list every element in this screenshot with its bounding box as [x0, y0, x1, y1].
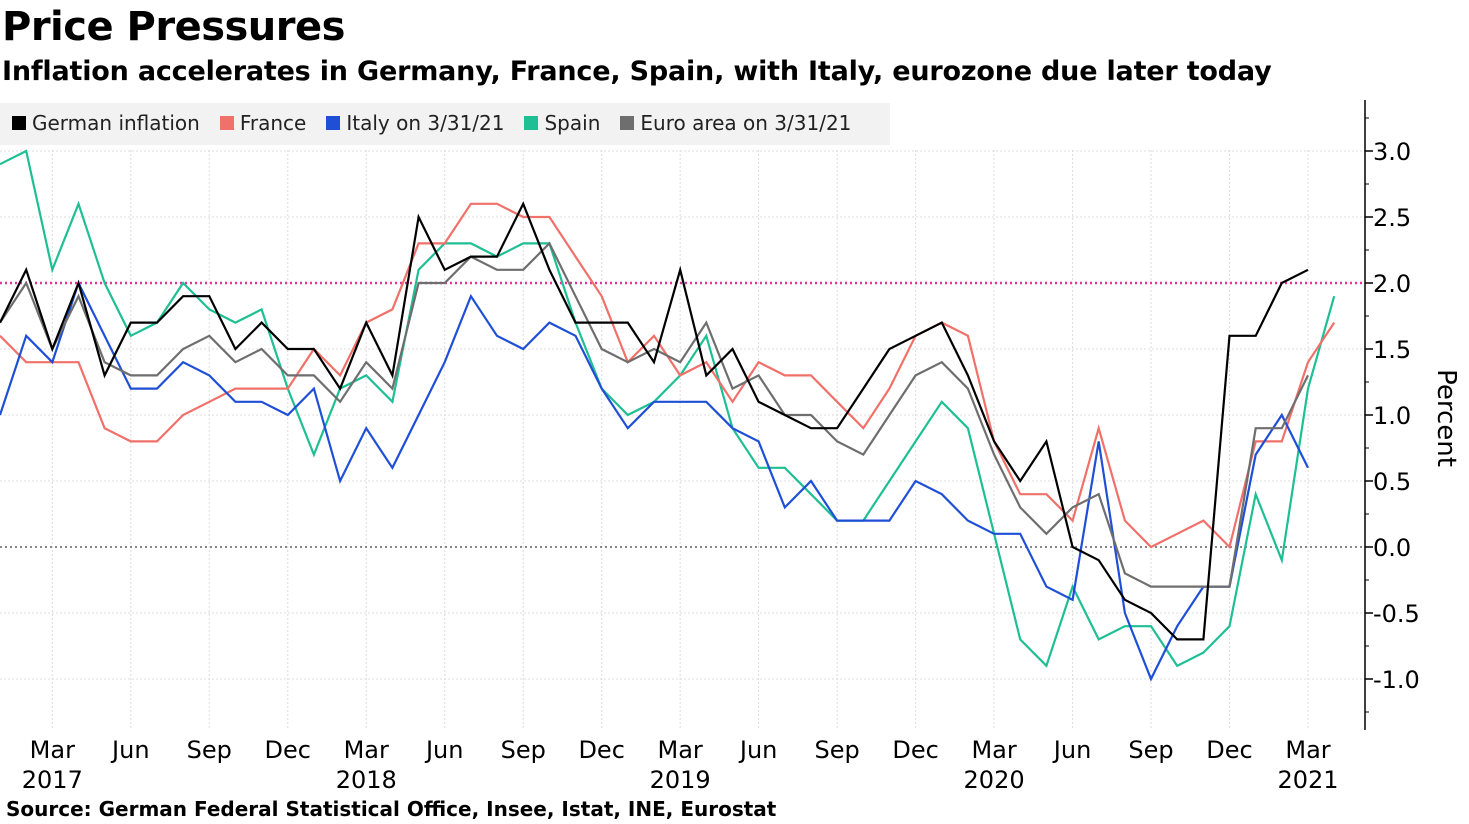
series-lines [0, 149, 1336, 682]
legend-item-france: France [219, 111, 307, 135]
legend-swatch-euro-area [620, 116, 635, 130]
series-line-italy-on-3-31-21 [0, 280, 1309, 682]
x-tick-label: Sep [187, 736, 232, 764]
series-line-german-inflation [0, 201, 1309, 641]
y-tick-label: 1.0 [1373, 402, 1411, 430]
series-line-euro-area-on-3-31-21 [0, 241, 1309, 588]
y-axis: 3.0 2.5 2.0 1.5 1.0 0.5 0.0 -0.5 -1.0 [1364, 100, 1420, 730]
y-tick-label: 2.0 [1373, 270, 1411, 298]
grid-lines [0, 150, 1365, 730]
x-year-label: 2018 [336, 766, 397, 794]
x-tick-label: Sep [815, 736, 860, 764]
y-tick-label: 2.5 [1373, 204, 1411, 232]
x-tick-label: Dec [578, 736, 624, 764]
x-tick-label: Dec [892, 736, 938, 764]
x-tick-label: Dec [265, 736, 311, 764]
x-tick-label: Jun [110, 736, 150, 764]
chart-subtitle: Inflation accelerates in Germany, France… [2, 56, 1272, 87]
y-tick-label: 0.0 [1373, 534, 1411, 562]
y-tick-label: -0.5 [1373, 600, 1420, 628]
x-year-label: 2021 [1277, 766, 1338, 794]
chart-title: Price Pressures [2, 4, 345, 50]
source-note: Source: German Federal Statistical Offic… [6, 797, 777, 821]
x-year-label: 2017 [22, 766, 83, 794]
x-tick-label: Jun [424, 736, 464, 764]
legend-item-spain: Spain [524, 111, 600, 135]
x-tick-label: Mar [30, 736, 75, 764]
x-tick-label: Dec [1206, 736, 1252, 764]
legend-item-german: German inflation [12, 111, 200, 135]
x-tick-label: Jun [1052, 736, 1092, 764]
legend-label-spain: Spain [544, 111, 601, 135]
x-tick-label: Sep [501, 736, 546, 764]
legend-swatch-german [12, 116, 26, 130]
y-tick-label: 0.5 [1373, 468, 1411, 496]
y-tick-label: -1.0 [1373, 666, 1420, 694]
x-year-label: 2020 [964, 766, 1025, 794]
x-tick-label: Mar [344, 736, 389, 764]
legend-background [0, 103, 890, 145]
legend-label-france: France [239, 111, 307, 135]
x-tick-label: Sep [1128, 736, 1173, 764]
y-axis-label: Percent [1431, 369, 1461, 467]
x-tick-label: Mar [971, 736, 1016, 764]
legend-swatch-spain [524, 116, 539, 130]
legend: German inflation France Italy on 3/31/21… [12, 111, 871, 135]
series-line-spain [0, 149, 1336, 668]
legend-item-euro-area: Euro area on 3/31/21 [620, 111, 851, 135]
legend-item-italy: Italy on 3/31/21 [326, 111, 504, 135]
x-tick-label: Mar [1285, 736, 1330, 764]
legend-label-italy: Italy on 3/31/21 [346, 111, 505, 135]
x-year-label: 2019 [650, 766, 711, 794]
legend-swatch-italy [326, 116, 341, 130]
x-tick-label: Jun [738, 736, 778, 764]
y-tick-label: 3.0 [1373, 138, 1411, 166]
legend-label-euro-area: Euro area on 3/31/21 [640, 111, 852, 135]
series-line-france [0, 202, 1336, 550]
x-tick-label: Mar [658, 736, 703, 764]
legend-swatch-france [219, 116, 234, 130]
y-tick-label: 1.5 [1373, 336, 1411, 364]
legend-label-german: German inflation [32, 111, 200, 135]
